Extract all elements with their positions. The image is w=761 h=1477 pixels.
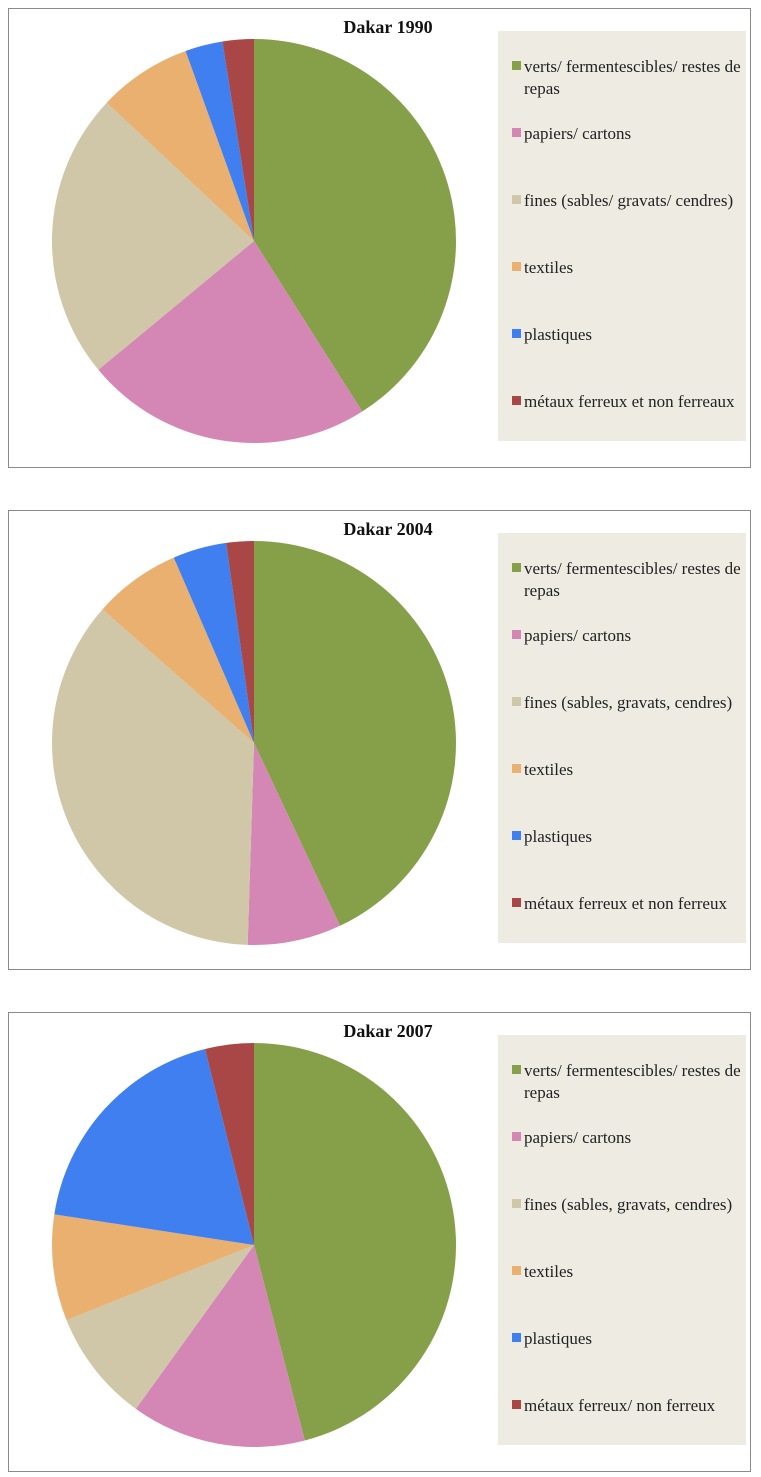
legend-swatch — [512, 1199, 521, 1208]
legend-label: plastiques — [524, 325, 592, 344]
pie-slice — [106, 50, 254, 242]
legend-swatch — [512, 1132, 521, 1141]
chart-box: Dakar 2004 verts/ fermentescibles/ restes… — [8, 510, 751, 970]
legend-swatch — [512, 1065, 521, 1074]
legend-entry: fines (sables, gravats, cendres) — [512, 1194, 750, 1216]
legend-label: verts/ fermentescibles/ restes de repas — [524, 57, 741, 98]
legend-label: plastiques — [524, 1329, 592, 1348]
pie-slice — [98, 241, 363, 443]
legend-swatch — [512, 831, 521, 840]
legend-swatch — [512, 563, 521, 572]
legend-label: métaux ferreux/ non ferreux — [524, 1396, 716, 1415]
legend-label: verts/ fermentescibles/ restes de repas — [524, 559, 741, 600]
pie-slice — [205, 1043, 254, 1245]
legend: verts/ fermentescibles/ restes de repas p… — [498, 31, 746, 441]
pie-slice — [102, 557, 254, 743]
legend-swatch — [512, 1333, 521, 1342]
pie-slice — [173, 542, 254, 743]
legend-entry: textiles — [512, 1261, 750, 1283]
legend-entry: verts/ fermentescibles/ restes de repas — [512, 56, 750, 100]
legend-label: métaux ferreux et non ferreaux — [524, 392, 735, 411]
legend-entry: métaux ferreux/ non ferreux — [512, 1395, 750, 1417]
legend-entry: textiles — [512, 257, 750, 279]
legend-entry: verts/ fermentescibles/ restes de repas — [512, 1060, 750, 1104]
pie-chart: Dakar 2004 — [52, 519, 456, 945]
legend-swatch — [512, 128, 521, 137]
pie-slice — [54, 1049, 254, 1245]
pie-chart: Dakar 1990 — [51, 17, 456, 443]
legend-entry: papiers/ cartons — [512, 625, 750, 647]
pie-slice — [254, 1043, 456, 1441]
legend-entry: papiers/ cartons — [512, 1127, 750, 1149]
legend-label: textiles — [524, 1262, 574, 1281]
legend-entry: métaux ferreux et non ferreux — [512, 893, 750, 915]
legend-label: verts/ fermentescibles/ restes de repas — [524, 1061, 741, 1102]
chart-box: Dakar 2007 verts/ fermentescibles/ restes… — [8, 1012, 751, 1472]
legend-label: métaux ferreux et non ferreux — [524, 894, 727, 913]
legend-swatch — [512, 329, 521, 338]
pie-slice — [51, 102, 254, 370]
chart-title: Dakar 1990 — [343, 17, 432, 37]
pie-slice — [254, 541, 456, 926]
legend-swatch — [512, 630, 521, 639]
legend-swatch — [512, 697, 521, 706]
legend-swatch — [512, 61, 521, 70]
legend-label: plastiques — [524, 827, 592, 846]
legend-entry: fines (sables, gravats, cendres) — [512, 692, 750, 714]
legend-label: fines (sables/ gravats/ cendres) — [524, 191, 734, 210]
legend-label: fines (sables, gravats, cendres) — [524, 693, 733, 712]
pie-slice — [52, 609, 254, 945]
legend-entry: fines (sables/ gravats/ cendres) — [512, 190, 750, 212]
pie-slice — [254, 39, 456, 412]
legend-entry: métaux ferreux et non ferreaux — [512, 391, 750, 413]
legend: verts/ fermentescibles/ restes de repas p… — [498, 1035, 746, 1445]
legend-label: papiers/ cartons — [524, 626, 632, 645]
legend-swatch — [512, 396, 521, 405]
legend-swatch — [512, 262, 521, 271]
chart-title: Dakar 2007 — [343, 1021, 432, 1041]
legend-swatch — [512, 898, 521, 907]
legend-entry: textiles — [512, 759, 750, 781]
legend-label: textiles — [524, 258, 574, 277]
chart-title: Dakar 2004 — [343, 519, 432, 539]
legend-label: papiers/ cartons — [524, 124, 632, 143]
pie-slice — [226, 541, 254, 743]
pie-slice — [222, 39, 254, 241]
legend: verts/ fermentescibles/ restes de repas p… — [498, 533, 746, 943]
legend-label: papiers/ cartons — [524, 1128, 632, 1147]
legend-label: fines (sables, gravats, cendres) — [524, 1195, 733, 1214]
legend-entry: plastiques — [512, 324, 750, 346]
legend-entry: plastiques — [512, 1328, 750, 1350]
pie-slice — [185, 41, 254, 241]
chart-box: Dakar 1990 verts/ fermentescibles/ restes… — [8, 8, 751, 468]
legend-entry: papiers/ cartons — [512, 123, 750, 145]
pie-slice — [66, 1245, 254, 1409]
pie-slice — [247, 743, 341, 945]
legend-label: textiles — [524, 760, 574, 779]
pie-slice — [135, 1245, 305, 1447]
legend-swatch — [512, 764, 521, 773]
legend-swatch — [512, 1400, 521, 1409]
pie-chart: Dakar 2007 — [52, 1021, 456, 1447]
legend-swatch — [512, 1266, 521, 1275]
legend-entry: verts/ fermentescibles/ restes de repas — [512, 558, 750, 602]
legend-swatch — [512, 195, 521, 204]
pie-slice — [52, 1214, 254, 1321]
legend-entry: plastiques — [512, 826, 750, 848]
